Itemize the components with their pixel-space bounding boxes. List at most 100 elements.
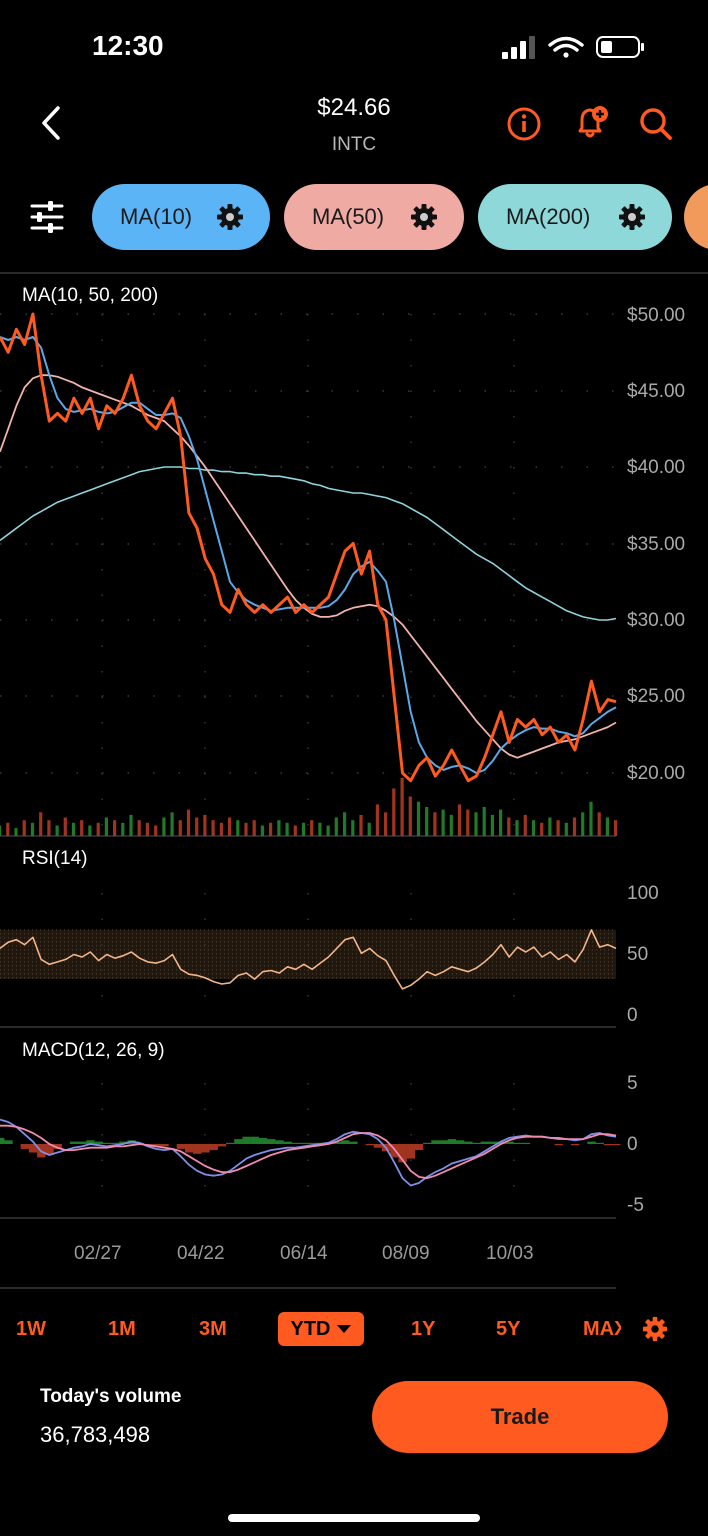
volume-bar	[301, 822, 306, 836]
gear-icon[interactable]	[216, 203, 244, 231]
ma200-pill[interactable]: MA(200)	[478, 184, 672, 250]
macd-histogram-bar	[94, 1141, 103, 1144]
gear-icon[interactable]	[410, 203, 438, 231]
macd-histogram-bar	[488, 1141, 498, 1144]
ma50-line	[0, 374, 617, 759]
gear-icon[interactable]	[618, 203, 646, 231]
macd-y-tick: -5	[627, 1195, 644, 1216]
volume-bar	[408, 796, 412, 836]
volume-bar	[211, 820, 215, 836]
volume-bar	[359, 814, 363, 836]
volume-bar	[252, 820, 256, 836]
x-tick: 04/22	[177, 1243, 225, 1264]
volume-bar	[55, 825, 59, 836]
volume-bar	[154, 825, 158, 836]
ma10-pill[interactable]: MA(10)	[92, 184, 270, 250]
x-tick: 06/14	[280, 1243, 328, 1264]
y-tick: $35.00	[627, 534, 686, 555]
volume-bar	[564, 822, 568, 836]
volume-bar	[170, 812, 174, 836]
macd-histogram-bar	[193, 1144, 202, 1154]
macd-histogram-bar	[283, 1141, 292, 1144]
macd-histogram-bar	[53, 1144, 62, 1149]
macd-histogram-bar	[341, 1140, 350, 1144]
rsi-y-tick: 50	[627, 944, 649, 965]
info-icon[interactable]	[506, 106, 542, 142]
trade-button-label: Trade	[490, 1404, 550, 1429]
volume-bar	[425, 807, 429, 836]
volume-bar	[334, 817, 338, 836]
macd-histogram-bar	[595, 1142, 604, 1144]
volume-bar	[556, 820, 560, 836]
range-tab-1w[interactable]: 1W	[16, 1318, 46, 1340]
volume-bar	[293, 825, 297, 836]
macd-line	[0, 1118, 617, 1187]
caret-down-icon	[336, 1325, 351, 1333]
volume-bar	[318, 822, 322, 836]
macd-histogram-bar	[455, 1140, 465, 1144]
signal-line	[0, 1124, 617, 1180]
macd-histogram-bar	[472, 1142, 481, 1144]
volume-label: Today's volume	[40, 1386, 182, 1407]
range-tab-max[interactable]: MAX	[583, 1318, 621, 1340]
macd-y-tick: 5	[627, 1073, 638, 1094]
volume-bar	[129, 814, 133, 836]
volume-bar	[88, 825, 92, 836]
wifi-icon	[548, 36, 584, 58]
macd-histogram-bar	[406, 1144, 416, 1159]
macd-histogram-bar	[267, 1139, 276, 1144]
macd-histogram-bar	[414, 1144, 424, 1151]
macd-histogram-bar	[119, 1141, 128, 1144]
y-tick: $40.00	[627, 457, 686, 478]
range-tab-1m[interactable]: 1M	[108, 1318, 136, 1340]
volume-bar	[466, 809, 470, 836]
macd-histogram-bar	[152, 1144, 161, 1147]
volume-bar	[236, 820, 240, 836]
volume-bar	[540, 822, 544, 836]
volume-bar	[195, 817, 199, 836]
trade-button[interactable]: Trade	[372, 1381, 668, 1453]
macd-histogram-bar	[612, 1144, 621, 1146]
macd-histogram-bar	[464, 1141, 473, 1144]
rsi-line	[0, 929, 617, 990]
macd-histogram-bar	[505, 1141, 514, 1144]
battery-icon	[596, 36, 644, 58]
ticker-symbol: INTC	[331, 134, 377, 155]
volume-bar	[449, 814, 453, 836]
volume-bar	[162, 817, 166, 836]
macd-histogram-bar	[234, 1139, 243, 1144]
y-tick: $50.00	[627, 305, 686, 326]
y-tick: $30.00	[627, 610, 686, 631]
volume-bar	[63, 817, 67, 836]
range-tab-5y[interactable]: 5Y	[496, 1318, 521, 1340]
macd-histogram-bar	[513, 1142, 522, 1144]
chart-settings-gear-icon[interactable]	[642, 1316, 668, 1342]
range-tab-3m[interactable]: 3M	[199, 1318, 227, 1340]
volume-bar	[384, 812, 388, 836]
chart-area[interactable]	[0, 272, 708, 1292]
macd-histogram-bar	[291, 1142, 301, 1144]
settings-sliders-icon[interactable]	[28, 198, 66, 236]
volume-bar	[80, 820, 84, 836]
ma200-pill-label: MA(200)	[506, 204, 591, 229]
range-tab-1y[interactable]: 1Y	[411, 1318, 436, 1340]
range-tab-ytd[interactable]: YTD	[278, 1312, 364, 1346]
add-alert-icon[interactable]	[572, 102, 612, 142]
macd-histogram-bar	[439, 1140, 448, 1144]
ma50-pill-label: MA(50)	[312, 204, 385, 229]
range-tab-ytd-label: YTD	[290, 1317, 331, 1340]
macd-histogram-bar	[111, 1142, 120, 1144]
volume-bar	[441, 809, 445, 836]
volume-bar	[589, 801, 593, 836]
volume-bar	[137, 820, 141, 836]
volume-bar	[482, 807, 486, 836]
volume-bar	[523, 814, 527, 836]
next-indicator-pill[interactable]	[684, 184, 708, 250]
macd-histogram-bar	[102, 1142, 112, 1144]
macd-histogram-bar	[258, 1137, 268, 1144]
search-icon[interactable]	[638, 106, 674, 142]
volume-bar	[121, 822, 125, 836]
back-icon[interactable]	[38, 104, 66, 142]
volume-bar	[416, 801, 421, 836]
ma50-pill[interactable]: MA(50)	[284, 184, 464, 250]
